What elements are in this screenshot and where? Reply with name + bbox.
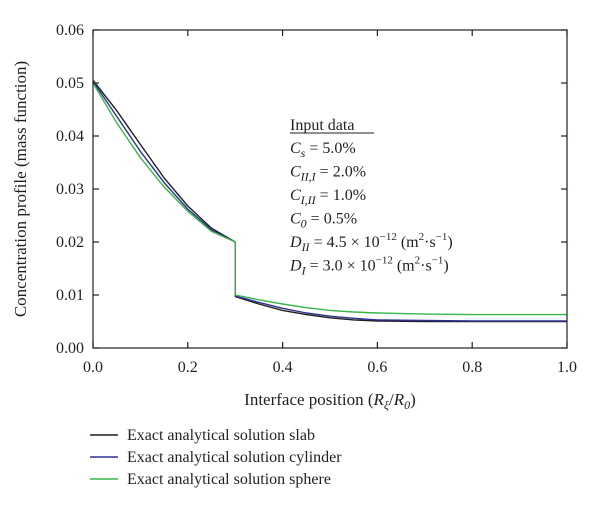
y-tick-label: 0.03 <box>56 181 84 198</box>
input-data-line: DII = 4.5 × 10−12 (m2·s−1) <box>289 231 453 254</box>
param-value: = 2.0% <box>316 164 366 181</box>
param-value: = 5.0% <box>305 140 355 157</box>
param-unit: (m <box>397 234 419 251</box>
y-tick-label: 0.04 <box>56 128 84 145</box>
x-tick-label: 0.4 <box>273 359 293 376</box>
series-line-slab <box>92 79 567 323</box>
input-data-heading: Input data <box>290 117 354 134</box>
param-subscript: I <box>301 264 307 278</box>
param-unit: ) <box>443 258 448 275</box>
param-subscript: s <box>301 146 306 160</box>
param-unit-exp: 2 <box>415 255 421 267</box>
param-subscript: 0 <box>301 217 307 231</box>
param-unit: ) <box>447 234 452 251</box>
x-axis-title: Interface position (Rξ/R0) <box>244 390 416 412</box>
param-symbol: D <box>289 234 302 251</box>
param-value: = 1.0% <box>316 187 366 204</box>
x-axis: 0.0 0.2 0.4 0.6 0.8 1.0 <box>83 30 577 376</box>
series-line-sphere <box>92 82 567 316</box>
x-axis-title-main: Interface position ( <box>244 390 374 409</box>
y-tick-label: 0.01 <box>56 287 84 304</box>
x-axis-title-close: ) <box>410 390 416 409</box>
x-axis-title-r0-sub: 0 <box>404 398 410 412</box>
x-tick-label: 0.8 <box>462 359 482 376</box>
param-symbol: D <box>289 258 302 275</box>
plot-area: 0.0 0.2 0.4 0.6 0.8 1.0 0.000.010.020.030.040… <box>56 22 577 376</box>
x-tick-label: 1.0 <box>557 359 577 376</box>
legend-label-cylinder: Exact analytical solution cylinder <box>127 449 342 466</box>
param-value: = 3.0 × 10 <box>306 258 376 275</box>
x-tick-label: 0.6 <box>367 359 387 376</box>
legend: Exact analytical solution slab Exact anal… <box>90 427 342 488</box>
param-subscript: I,II <box>300 193 317 207</box>
legend-label-slab: Exact analytical solution slab <box>127 427 315 444</box>
param-symbol: C <box>290 140 301 157</box>
param-symbol: C <box>290 164 301 181</box>
input-data-line: C0 = 0.5% <box>290 211 357 231</box>
input-data-line: Cs = 5.0% <box>290 140 356 160</box>
param-symbol: C <box>290 187 301 204</box>
x-axis-title-slash: / <box>389 390 394 409</box>
input-data-line: DI = 3.0 × 10−12 (m2·s−1) <box>289 255 449 278</box>
y-tick-label: 0.05 <box>56 75 84 92</box>
param-subscript: II,I <box>300 170 317 184</box>
x-axis-title-r0: R <box>393 390 405 409</box>
y-tick-label: 0.00 <box>56 340 84 357</box>
y-axis-title: Concentration profile (mass function) <box>11 61 30 317</box>
param-unit-exp: −1 <box>432 255 444 267</box>
y-axis: 0.00 0.01 0.02 0.03 0.04 0.05 0.06 <box>56 22 567 357</box>
x-axis-title-r: R <box>373 390 385 409</box>
series-line-cylinder <box>92 81 567 322</box>
y-tick-label: 0.02 <box>56 234 84 251</box>
param-subscript: II <box>301 240 311 254</box>
param-unit-exp: −1 <box>436 231 448 243</box>
series-layer <box>92 79 567 323</box>
param-unit: (m <box>393 258 415 275</box>
param-unit-exp: 2 <box>419 231 425 243</box>
param-exponent: −12 <box>380 231 397 243</box>
legend-label-sphere: Exact analytical solution sphere <box>127 471 331 488</box>
x-tick-label: 0.0 <box>83 359 103 376</box>
param-exponent: −12 <box>376 255 393 267</box>
input-data-line: CII,I = 2.0% <box>290 164 366 184</box>
x-tick-label: 0.2 <box>178 359 198 376</box>
input-data-line: CI,II = 1.0% <box>290 187 366 207</box>
param-value: = 0.5% <box>307 211 357 228</box>
y-tick-label: 0.06 <box>56 22 84 39</box>
param-symbol: C <box>290 211 301 228</box>
param-unit: ·s <box>420 258 432 275</box>
param-value: = 4.5 × 10 <box>310 234 380 251</box>
param-unit: ·s <box>424 234 436 251</box>
x-axis-title-r-sub: ξ <box>384 398 390 412</box>
